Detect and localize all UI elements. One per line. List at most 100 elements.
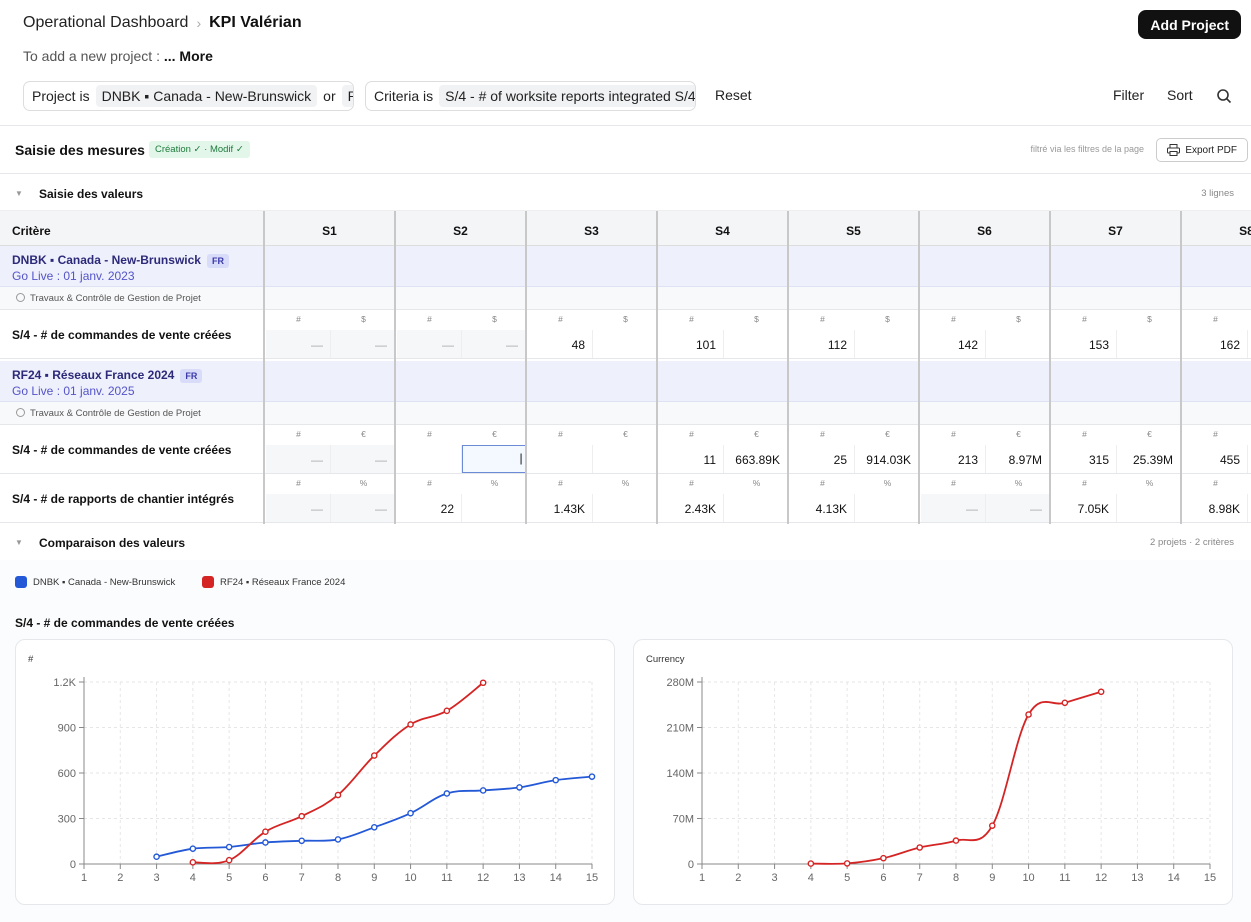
legend-item-dnbk[interactable]: DNBK ▪ Canada - New-Brunswick xyxy=(15,576,175,588)
value-cell[interactable] xyxy=(593,445,657,473)
value-cell[interactable]: 2.43K xyxy=(659,494,724,522)
value-cell[interactable]: 1.43K xyxy=(528,494,593,522)
value-cell[interactable]: 22 xyxy=(397,494,462,522)
value-cell[interactable] xyxy=(593,494,657,522)
data-point[interactable] xyxy=(552,776,560,784)
data-point[interactable] xyxy=(916,844,924,851)
value-cell[interactable]: — xyxy=(331,330,395,358)
value-cell[interactable]: 25 xyxy=(790,445,855,473)
breadcrumb-parent[interactable]: Operational Dashboard xyxy=(23,14,189,31)
data-point[interactable] xyxy=(1097,688,1105,696)
value-cell[interactable]: — xyxy=(986,494,1050,522)
value-cell[interactable]: — xyxy=(266,445,331,473)
value-cell[interactable] xyxy=(855,330,919,358)
data-point[interactable] xyxy=(189,859,197,866)
collapse-triangle-icon[interactable]: ▼ xyxy=(15,189,23,198)
value-cell[interactable]: — xyxy=(397,330,462,358)
data-point[interactable] xyxy=(880,854,887,862)
value-cell[interactable]: — xyxy=(921,494,986,522)
value-cell[interactable] xyxy=(986,330,1050,358)
value-cell[interactable]: 101 xyxy=(659,330,724,358)
value-cell[interactable]: 153 xyxy=(1052,330,1117,358)
value-cell[interactable]: 11 xyxy=(659,445,724,473)
data-point[interactable] xyxy=(262,839,269,846)
value-cell[interactable]: 8.97M xyxy=(986,445,1050,473)
x-tick-label: 15 xyxy=(586,872,598,884)
search-icon[interactable] xyxy=(1216,88,1232,104)
data-point[interactable] xyxy=(225,843,233,851)
data-point[interactable] xyxy=(952,837,960,844)
data-point[interactable] xyxy=(443,707,451,715)
data-point[interactable] xyxy=(262,828,269,835)
data-point[interactable] xyxy=(479,679,487,687)
project-filter-more[interactable]: RF xyxy=(341,85,353,107)
data-point[interactable] xyxy=(189,845,197,852)
comparaison-header[interactable]: ▼ Comparaison des valeurs 2 projets · 2 … xyxy=(0,524,1251,560)
legend-item-rf24[interactable]: RF24 ▪ Réseaux France 2024 xyxy=(202,576,345,588)
collapse-triangle-icon[interactable]: ▼ xyxy=(15,538,23,547)
sort-button[interactable]: Sort xyxy=(1167,87,1193,103)
data-point[interactable] xyxy=(225,856,233,864)
criteria-filter-value[interactable]: S/4 - # of worksite reports integrated S… xyxy=(439,85,695,107)
export-pdf-button[interactable]: Export PDF xyxy=(1156,138,1248,162)
data-point[interactable] xyxy=(298,837,306,845)
value-cell[interactable]: 48 xyxy=(528,330,593,358)
value-cell[interactable]: 663.89K xyxy=(724,445,788,473)
data-point[interactable] xyxy=(588,773,596,780)
value-cell[interactable]: 213 xyxy=(921,445,986,473)
add-project-button[interactable]: Add Project xyxy=(1138,10,1241,39)
data-point[interactable] xyxy=(407,809,414,817)
data-point[interactable] xyxy=(298,812,306,820)
value-cell[interactable] xyxy=(1117,494,1181,522)
value-cell[interactable]: 112 xyxy=(790,330,855,358)
column-divider xyxy=(787,211,789,524)
value-cell[interactable]: 4.13K xyxy=(790,494,855,522)
value-cell[interactable] xyxy=(855,494,919,522)
value-cell[interactable] xyxy=(593,330,657,358)
data-point[interactable] xyxy=(153,853,160,861)
value-cell[interactable]: 7.05K xyxy=(1052,494,1117,522)
criteria-filter-chip[interactable]: Criteria is S/4 - # of worksite reports … xyxy=(365,81,696,111)
data-point[interactable] xyxy=(988,822,996,829)
data-point[interactable] xyxy=(370,752,378,759)
data-point[interactable] xyxy=(334,836,342,843)
value-cell[interactable] xyxy=(528,445,593,473)
data-point[interactable] xyxy=(370,823,378,831)
value-cell[interactable]: 455 xyxy=(1183,445,1248,473)
value-cell[interactable]: — xyxy=(266,330,331,358)
value-cell[interactable]: 8.98K xyxy=(1183,494,1248,522)
project-filter-value[interactable]: DNBK ▪ Canada - New-Brunswick xyxy=(95,85,318,107)
value-cell[interactable]: 315 xyxy=(1052,445,1117,473)
saisie-valeurs-header[interactable]: ▼ Saisie des valeurs 3 lignes xyxy=(0,175,1251,211)
value-cell[interactable]: 914.03K xyxy=(855,445,919,473)
reset-button[interactable]: Reset xyxy=(715,87,752,103)
unit-label: # xyxy=(558,478,563,488)
value-cell[interactable]: 25.39M xyxy=(1117,445,1181,473)
value-cell[interactable]: — xyxy=(462,330,526,358)
value-cell-editing[interactable]: | xyxy=(462,445,526,473)
export-pdf-label: Export PDF xyxy=(1185,144,1237,156)
value-cell[interactable]: — xyxy=(331,494,395,522)
value-cell[interactable] xyxy=(462,494,526,522)
value-cell[interactable]: 162 xyxy=(1183,330,1248,358)
data-point[interactable] xyxy=(443,790,451,797)
data-point[interactable] xyxy=(1025,711,1032,718)
unit-label: # xyxy=(820,478,825,488)
data-point[interactable] xyxy=(407,721,414,728)
value-cell[interactable] xyxy=(724,494,788,522)
data-point[interactable] xyxy=(1061,699,1069,707)
value-cell[interactable]: 142 xyxy=(921,330,986,358)
value-cell[interactable]: — xyxy=(266,494,331,522)
more-link[interactable]: ... More xyxy=(163,48,213,64)
data-point[interactable] xyxy=(516,784,523,791)
data-point[interactable] xyxy=(334,791,342,799)
value-cell[interactable] xyxy=(397,445,462,473)
filter-button[interactable]: Filter xyxy=(1113,87,1145,103)
data-point[interactable] xyxy=(843,860,851,867)
value-cell[interactable]: — xyxy=(331,445,395,473)
data-point[interactable] xyxy=(807,860,815,867)
value-cell[interactable] xyxy=(1117,330,1181,358)
project-filter-chip[interactable]: Project is DNBK ▪ Canada - New-Brunswick… xyxy=(23,81,354,111)
value-cell[interactable] xyxy=(724,330,788,358)
data-point[interactable] xyxy=(479,787,487,794)
